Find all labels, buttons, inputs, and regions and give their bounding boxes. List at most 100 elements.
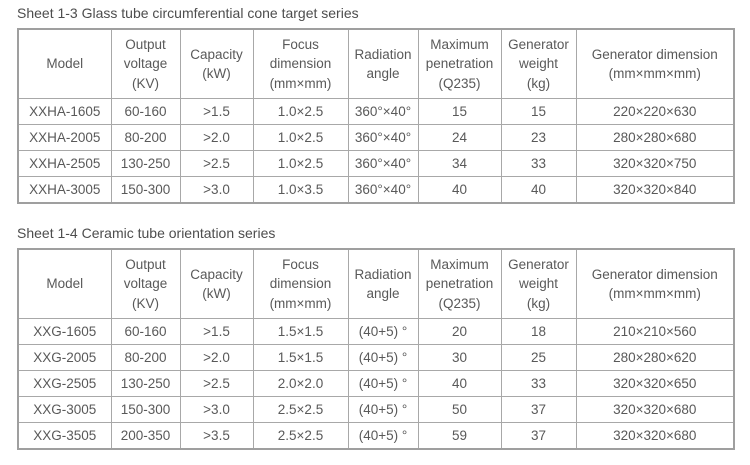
table-cell: >2.5 (179, 150, 254, 177)
table-cell: 25 (500, 344, 577, 371)
table-cell: >2.0 (179, 344, 254, 371)
table-cell: 40 (500, 176, 577, 204)
table-cell: 320×320×750 (575, 150, 735, 177)
table-cell: 33 (500, 150, 577, 177)
table-cell: 320×320×650 (575, 370, 735, 397)
table-cell: >3.5 (179, 422, 254, 450)
table-cell: 210×210×560 (575, 318, 735, 345)
table-cell: XXG-3005 (17, 396, 112, 423)
table-row: XXG-3005 150-300 >3.0 2.5×2.5 (40+5) ° 50 37 32… (17, 396, 735, 423)
table-cell: 320×320×680 (575, 396, 735, 423)
column-header: Generator weight (kg) (500, 28, 577, 99)
table-cell: 1.0×2.5 (252, 150, 349, 177)
sheet-1-3-title: Sheet 1-3 Glass tube circumferential con… (17, 5, 359, 21)
table-cell: 360°×40° (347, 150, 419, 177)
table-cell: 33 (500, 370, 577, 397)
table-cell: >2.0 (179, 124, 254, 151)
table-cell: 40 (417, 176, 502, 204)
table-row: XXHA-2005 80-200 >2.0 1.0×2.5 360°×40° 24 23 28… (17, 124, 735, 151)
table-row: XXHA-2505 130-250 >2.5 1.0×2.5 360°×40° 34 33 3… (17, 150, 735, 177)
table-cell: XXHA-2505 (17, 150, 112, 177)
table-cell: XXHA-1605 (17, 98, 112, 125)
sheet-1-3-section: Sheet 1-3 Glass tube circumferential con… (17, 5, 750, 204)
table-row: XXHA-1605 60-160 >1.5 1.0×2.5 360°×40° 15 15 22… (17, 98, 735, 125)
table-cell: 40 (417, 370, 502, 397)
header-row: Model Output voltage (KV) Capacity (kW) Foc… (17, 28, 735, 99)
table-cell: 15 (500, 98, 577, 125)
table-cell: 1.0×2.5 (252, 98, 349, 125)
sheet-1-4-section: Sheet 1-4 Ceramic tube orientation serie… (17, 225, 750, 450)
table-row: XXG-2505 130-250 >2.5 2.0×2.0 (40+5) ° 40 33 32… (17, 370, 735, 397)
table-cell: 34 (417, 150, 502, 177)
table-cell: 60-160 (110, 318, 181, 345)
table-cell: XXHA-3005 (17, 176, 112, 204)
table-cell: 280×280×620 (575, 344, 735, 371)
table-cell: >2.5 (179, 370, 254, 397)
table-cell: (40+5) ° (347, 422, 419, 450)
table-cell: XXHA-2005 (17, 124, 112, 151)
column-header: Generator weight (kg) (500, 248, 577, 319)
table-cell: 30 (417, 344, 502, 371)
table-cell: (40+5) ° (347, 396, 419, 423)
table-cell: 220×220×630 (575, 98, 735, 125)
column-header: Maximum penetration (Q235) (417, 248, 502, 319)
table-cell: (40+5) ° (347, 318, 419, 345)
column-header: Generator dimension (mm×mm×mm) (575, 28, 735, 99)
table-cell: 2.5×2.5 (252, 396, 349, 423)
glass-tube-spec-table: Model Output voltage (KV) Capacity (kW) Foc… (17, 28, 735, 204)
table-cell: 360°×40° (347, 176, 419, 204)
table-cell: 320×320×680 (575, 422, 735, 450)
column-header: Focus dimension (mm×mm) (252, 28, 349, 99)
column-header: Maximum penetration (Q235) (417, 28, 502, 99)
column-header: Capacity (kW) (179, 28, 254, 99)
table-cell: 130-250 (110, 150, 181, 177)
table-cell: 130-250 (110, 370, 181, 397)
column-header: Capacity (kW) (179, 248, 254, 319)
table-cell: 1.0×2.5 (252, 124, 349, 151)
table-cell: 20 (417, 318, 502, 345)
table-row: XXG-1605 60-160 >1.5 1.5×1.5 (40+5) ° 20 18 210… (17, 318, 735, 345)
table-cell: (40+5) ° (347, 344, 419, 371)
table-cell: 200-350 (110, 422, 181, 450)
table-cell: XXG-2505 (17, 370, 112, 397)
table-cell: XXG-2005 (17, 344, 112, 371)
table-cell: 280×280×680 (575, 124, 735, 151)
column-header: Generator dimension (mm×mm×mm) (575, 248, 735, 319)
column-header: Model (17, 28, 112, 99)
column-header: Model (17, 248, 112, 319)
column-header: Radiation angle (347, 248, 419, 319)
header-row: Model Output voltage (KV) Capacity (kW) Foc… (17, 248, 735, 319)
sheet-1-4-title: Sheet 1-4 Ceramic tube orientation serie… (17, 225, 276, 241)
table-cell: 24 (417, 124, 502, 151)
table-cell: XXG-1605 (17, 318, 112, 345)
table-cell: 1.5×1.5 (252, 318, 349, 345)
table-cell: 360°×40° (347, 98, 419, 125)
table-cell: 15 (417, 98, 502, 125)
table-cell: 59 (417, 422, 502, 450)
table-cell: 80-200 (110, 124, 181, 151)
table-cell: 360°×40° (347, 124, 419, 151)
table-cell: XXG-3505 (17, 422, 112, 450)
table-cell: 80-200 (110, 344, 181, 371)
table-cell: 150-300 (110, 396, 181, 423)
table-cell: 2.5×2.5 (252, 422, 349, 450)
column-header: Output voltage (KV) (110, 248, 181, 319)
table-cell: >3.0 (179, 176, 254, 204)
table-cell: 2.0×2.0 (252, 370, 349, 397)
table-cell: >1.5 (179, 318, 254, 345)
table-cell: 50 (417, 396, 502, 423)
table-row: XXG-3505 200-350 >3.5 2.5×2.5 (40+5) ° 59 37 32… (17, 422, 735, 450)
column-header: Output voltage (KV) (110, 28, 181, 99)
table-cell: 37 (500, 422, 577, 450)
ceramic-tube-spec-table: Model Output voltage (KV) Capacity (kW) Foc… (17, 248, 735, 450)
column-header: Focus dimension (mm×mm) (252, 248, 349, 319)
column-header: Radiation angle (347, 28, 419, 99)
table-cell: >1.5 (179, 98, 254, 125)
table-cell: 320×320×840 (575, 176, 735, 204)
table-cell: 37 (500, 396, 577, 423)
table-cell: 150-300 (110, 176, 181, 204)
table-cell: 23 (500, 124, 577, 151)
table-cell: 1.5×1.5 (252, 344, 349, 371)
table-cell: >3.0 (179, 396, 254, 423)
table-cell: (40+5) ° (347, 370, 419, 397)
